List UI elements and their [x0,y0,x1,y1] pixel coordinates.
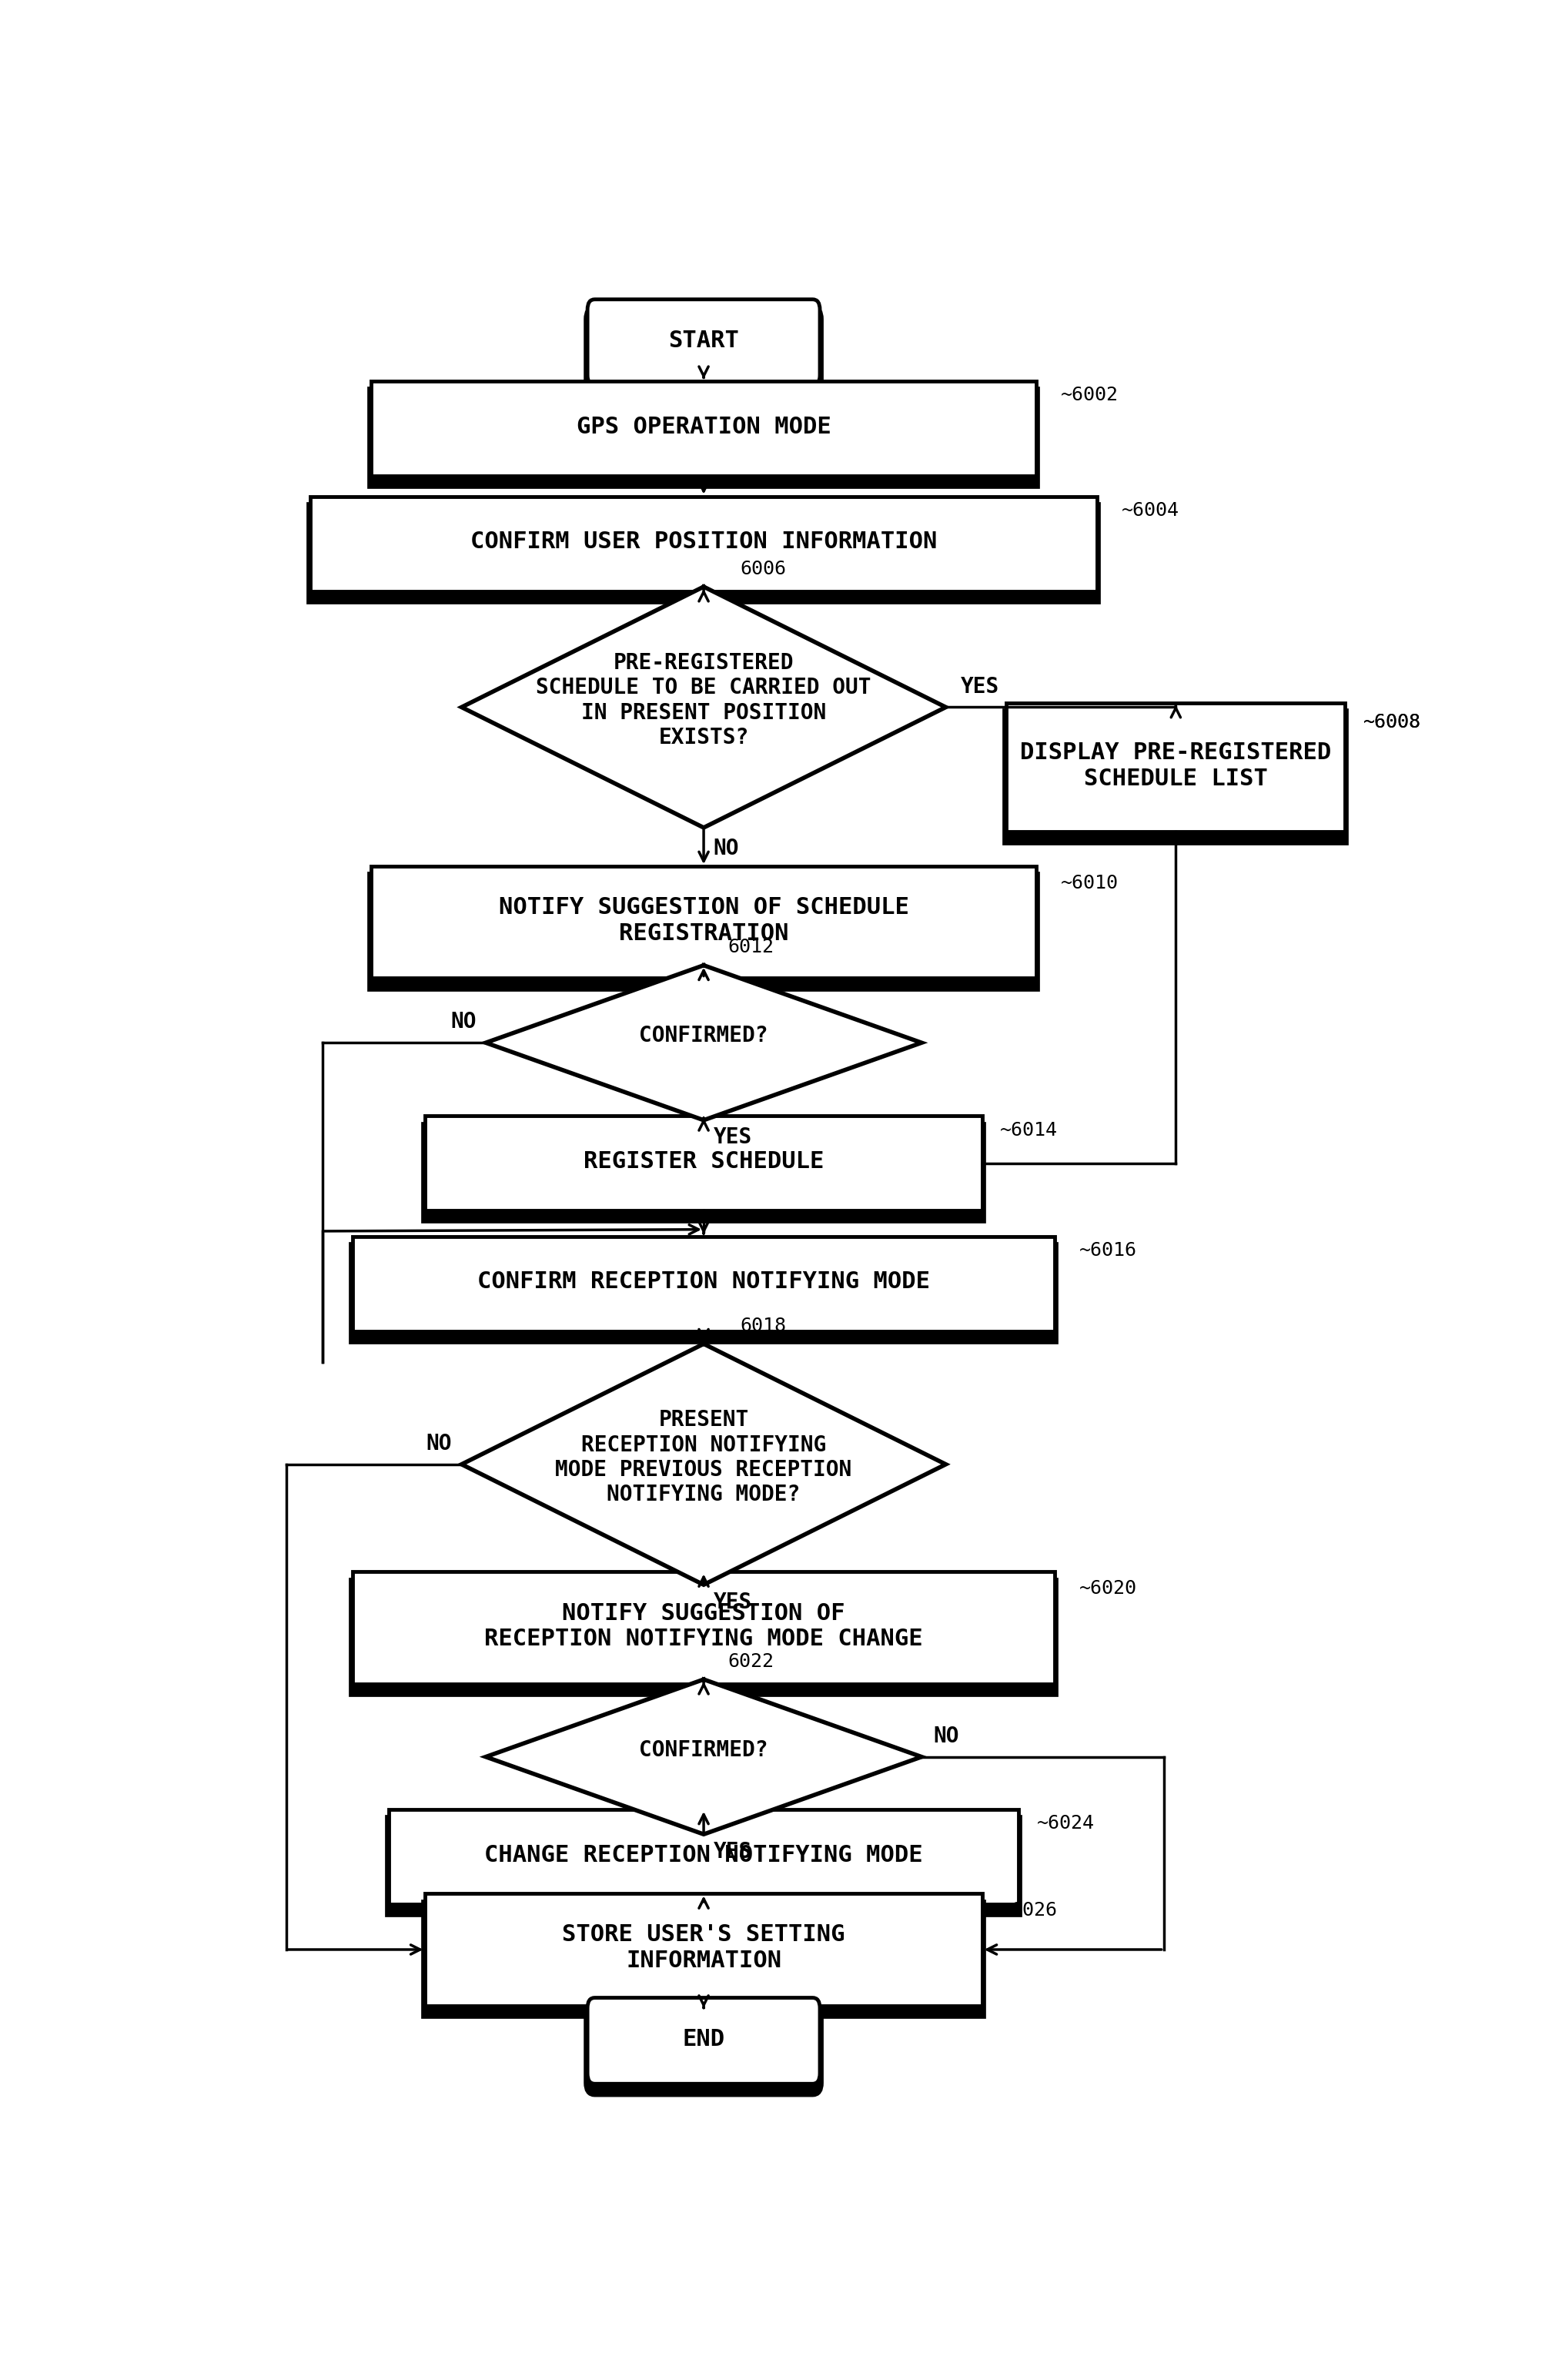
FancyBboxPatch shape [389,1818,1018,1914]
FancyBboxPatch shape [425,1126,982,1221]
FancyBboxPatch shape [1006,702,1345,833]
Text: 6006: 6006 [740,559,786,578]
Text: YES: YES [961,676,1000,697]
FancyBboxPatch shape [353,1580,1054,1692]
FancyBboxPatch shape [311,497,1097,590]
FancyBboxPatch shape [370,876,1037,988]
Text: NOTIFY SUGGESTION OF SCHEDULE
REGISTRATION: NOTIFY SUGGESTION OF SCHEDULE REGISTRATI… [498,897,909,945]
FancyBboxPatch shape [353,1235,1054,1330]
Text: ~6004: ~6004 [1122,502,1179,519]
Text: ~6026: ~6026 [1000,1902,1057,1921]
Text: START: START [669,328,739,352]
FancyBboxPatch shape [587,309,820,395]
Text: ~6008: ~6008 [1364,714,1421,731]
Text: ~6010: ~6010 [1061,873,1118,892]
Polygon shape [462,588,947,828]
Text: CONFIRMED?: CONFIRMED? [639,1740,769,1761]
Text: ~6016: ~6016 [1079,1242,1137,1259]
FancyBboxPatch shape [587,300,820,386]
Text: YES: YES [714,1840,751,1861]
FancyBboxPatch shape [370,390,1037,486]
Text: CONFIRM USER POSITION INFORMATION: CONFIRM USER POSITION INFORMATION [470,531,937,552]
Text: NO: NO [450,1012,476,1033]
Text: 6012: 6012 [728,938,775,957]
Text: STORE USER'S SETTING
INFORMATION: STORE USER'S SETTING INFORMATION [562,1923,845,1973]
Text: END: END [683,2028,725,2049]
Polygon shape [486,966,922,1121]
Text: YES: YES [714,1592,751,1614]
Polygon shape [462,1345,947,1585]
Polygon shape [486,1680,922,1835]
FancyBboxPatch shape [587,1997,820,2085]
FancyBboxPatch shape [370,381,1037,476]
Text: ~6020: ~6020 [1079,1580,1137,1597]
FancyBboxPatch shape [587,2006,820,2094]
FancyBboxPatch shape [353,1245,1054,1340]
Text: CONFIRMED?: CONFIRMED? [639,1026,769,1047]
Text: NO: NO [934,1726,959,1747]
Text: NO: NO [426,1433,451,1454]
Text: NO: NO [714,838,739,859]
Text: GPS OPERATION MODE: GPS OPERATION MODE [576,416,831,438]
FancyBboxPatch shape [425,1116,982,1211]
Text: DISPLAY PRE-REGISTERED
SCHEDULE LIST: DISPLAY PRE-REGISTERED SCHEDULE LIST [1020,743,1331,790]
Text: ~6008: ~6008 [1364,714,1421,731]
Text: ~6014: ~6014 [1000,1121,1057,1140]
FancyBboxPatch shape [311,507,1097,600]
Text: PRESENT
RECEPTION NOTIFYING
MODE PREVIOUS RECEPTION
NOTIFYING MODE?: PRESENT RECEPTION NOTIFYING MODE PREVIOU… [556,1409,851,1507]
Text: YES: YES [714,1126,751,1147]
Text: 6018: 6018 [740,1316,786,1335]
Text: NOTIFY SUGGESTION OF
RECEPTION NOTIFYING MODE CHANGE: NOTIFY SUGGESTION OF RECEPTION NOTIFYING… [484,1602,923,1649]
Text: CONFIRM RECEPTION NOTIFYING MODE: CONFIRM RECEPTION NOTIFYING MODE [478,1271,929,1292]
FancyBboxPatch shape [370,866,1037,978]
FancyBboxPatch shape [425,1894,982,2006]
Text: PRE-REGISTERED
SCHEDULE TO BE CARRIED OUT
IN PRESENT POSITION
EXISTS?: PRE-REGISTERED SCHEDULE TO BE CARRIED OU… [536,652,872,747]
Text: ~6002: ~6002 [1061,386,1118,405]
FancyBboxPatch shape [353,1571,1054,1683]
Text: REGISTER SCHEDULE: REGISTER SCHEDULE [584,1150,823,1173]
FancyBboxPatch shape [1006,712,1345,843]
FancyBboxPatch shape [389,1809,1018,1904]
Text: ~6024: ~6024 [1037,1814,1095,1833]
FancyBboxPatch shape [425,1904,982,2016]
Text: CHANGE RECEPTION NOTIFYING MODE: CHANGE RECEPTION NOTIFYING MODE [484,1844,923,1866]
Text: 6022: 6022 [728,1652,775,1671]
